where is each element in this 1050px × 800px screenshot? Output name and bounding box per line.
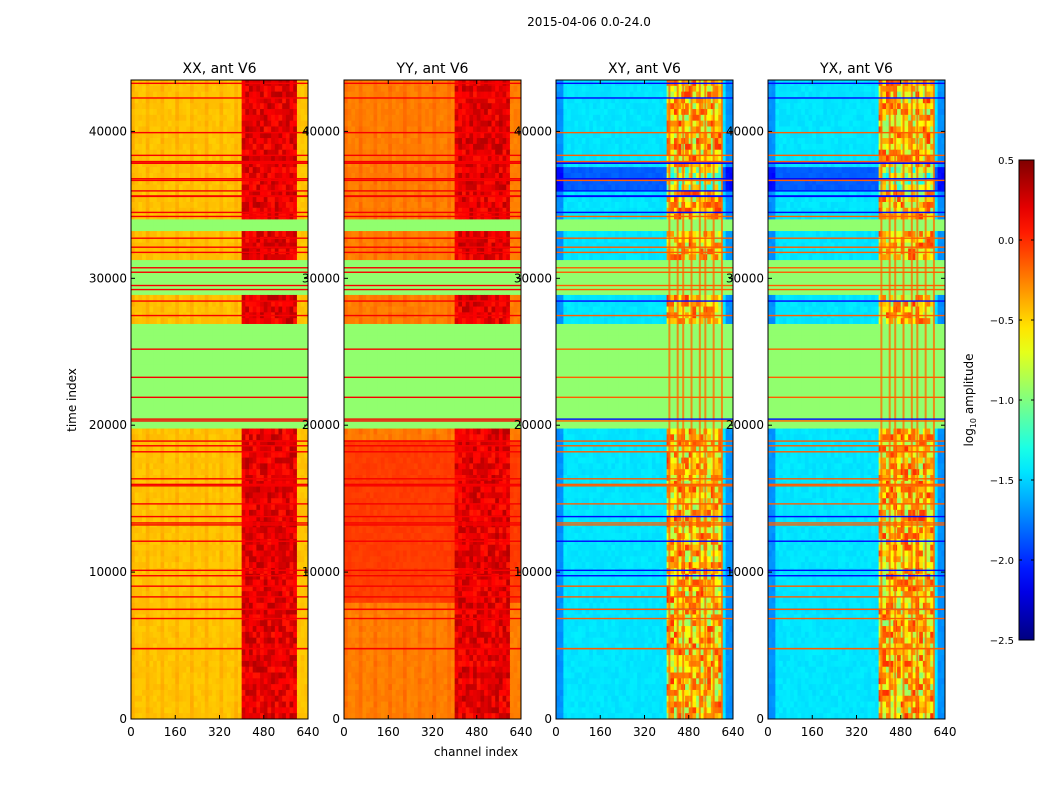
colorbar-tick-label: 0.5: [998, 156, 1014, 167]
x-axis-label: channel index: [434, 745, 518, 759]
y-tick-label: 10000: [89, 565, 127, 579]
colorbar-label: log10 amplitude: [962, 354, 978, 447]
x-tick-label: 160: [589, 725, 612, 739]
x-tick-label: 0: [764, 725, 772, 739]
y-tick-label: 0: [332, 712, 340, 726]
y-tick-label: 10000: [726, 565, 764, 579]
x-tick-label: 320: [845, 725, 868, 739]
y-tick-label: 30000: [89, 271, 127, 285]
x-tick-label: 480: [677, 725, 700, 739]
x-tick-label: 160: [164, 725, 187, 739]
y-tick-label: 0: [119, 712, 127, 726]
x-tick-label: 640: [934, 725, 957, 739]
x-tick-label: 0: [127, 725, 135, 739]
panel-title: XX, ant V6: [183, 61, 257, 77]
y-tick-label: 20000: [514, 418, 552, 432]
heatmap-image: [768, 80, 945, 719]
figure-suptitle: 2015-04-06 0.0-24.0: [527, 15, 651, 29]
panel-title: XY, ant V6: [608, 61, 681, 77]
x-tick-label: 640: [297, 725, 320, 739]
colorbar-tick-label: 0.0: [998, 236, 1014, 247]
x-tick-label: 160: [377, 725, 400, 739]
y-tick-label: 0: [544, 712, 552, 726]
panel-2: YY, ant V6 0 160 320 480 640 0 10000 20000 30000 4…: [302, 61, 533, 739]
colorbar-tick-label: −2.0: [990, 556, 1014, 567]
heatmap-image: [556, 80, 733, 719]
y-tick-label: 10000: [514, 565, 552, 579]
y-tick-label: 0: [756, 712, 764, 726]
y-tick-label: 40000: [89, 124, 127, 138]
x-tick-label: 320: [633, 725, 656, 739]
x-tick-label: 480: [252, 725, 275, 739]
x-tick-label: 160: [801, 725, 824, 739]
panel-title: YX, ant V6: [819, 61, 893, 77]
colorbar-tick-label: −2.5: [990, 636, 1014, 647]
y-tick-label: 40000: [726, 124, 764, 138]
panel-3: XY, ant V6 0 160 320 480 640 0 10000 20000 30000 4…: [514, 61, 745, 739]
panel-title: YY, ant V6: [396, 61, 469, 77]
x-tick-label: 640: [510, 725, 533, 739]
heatmap-panels: XX, ant V6 0 160 320 480 640 0 10000 20000 30000 4…: [89, 61, 957, 739]
y-tick-label: 20000: [89, 418, 127, 432]
x-tick-label: 320: [208, 725, 231, 739]
y-tick-label: 30000: [302, 271, 340, 285]
y-tick-label: 20000: [726, 418, 764, 432]
x-tick-label: 0: [340, 725, 348, 739]
colorbar-tick-label: −1.0: [990, 396, 1014, 407]
colorbar: 0.5 0.0 −0.5 −1.0 −1.5 −2.0 −2.5 log10 amplitud…: [962, 156, 1035, 647]
x-tick-label: 640: [722, 725, 745, 739]
y-tick-label: 30000: [514, 271, 552, 285]
y-tick-label: 10000: [302, 565, 340, 579]
y-tick-label: 20000: [302, 418, 340, 432]
panel-1: XX, ant V6 0 160 320 480 640 0 10000 20000 30000 4…: [89, 61, 320, 739]
y-tick-label: 30000: [726, 271, 764, 285]
y-tick-label: 40000: [302, 124, 340, 138]
colorbar-tick-label: −1.5: [990, 476, 1014, 487]
y-axis-label: time index: [65, 368, 79, 432]
heatmap-image: [131, 80, 308, 719]
heatmap-image: [344, 80, 521, 719]
x-tick-label: 480: [465, 725, 488, 739]
panel-4: YX, ant V6 0 160 320 480 640 0 10000 20000 30000 4…: [726, 61, 957, 739]
x-tick-label: 320: [421, 725, 444, 739]
y-tick-label: 40000: [514, 124, 552, 138]
x-tick-label: 0: [552, 725, 560, 739]
colorbar-tick-label: −0.5: [990, 316, 1014, 327]
x-tick-label: 480: [889, 725, 912, 739]
